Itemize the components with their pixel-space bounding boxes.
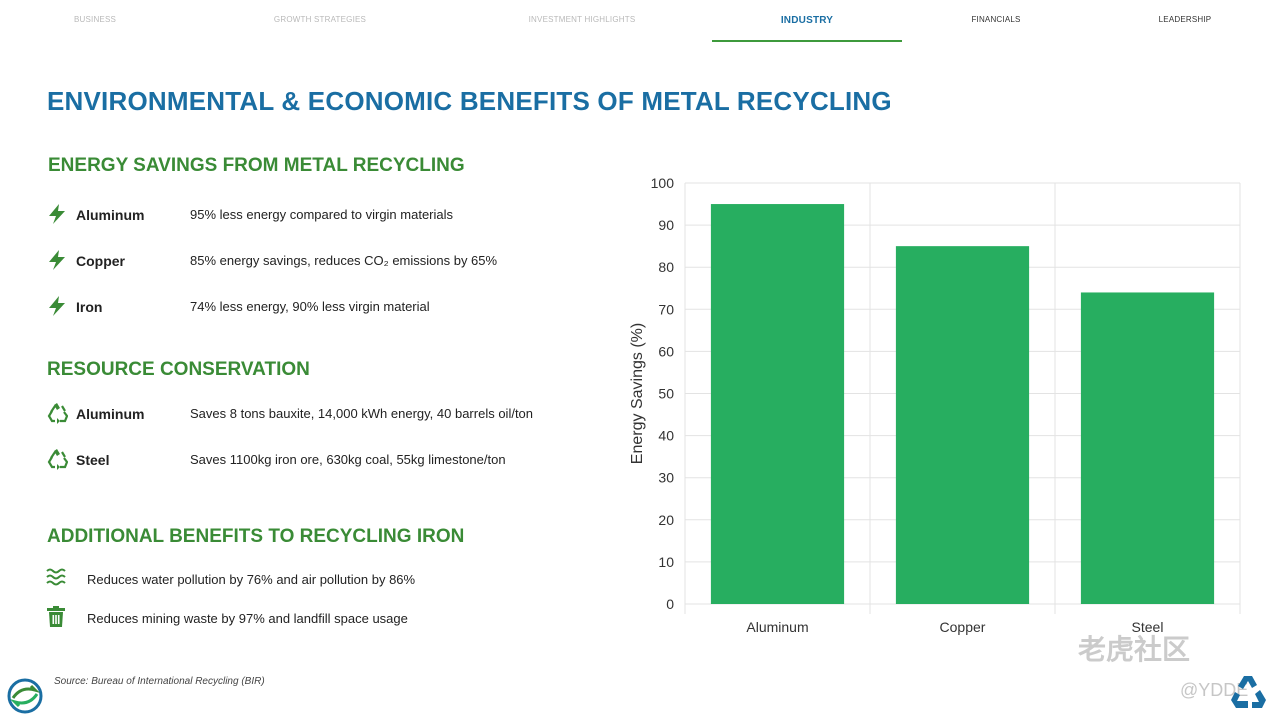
bar <box>895 246 1030 604</box>
y-axis-label: Energy Savings (%) <box>629 323 646 464</box>
energy-section-title: ENERGY SAVINGS FROM METAL RECYCLING <box>48 155 465 176</box>
bar <box>1080 292 1215 604</box>
y-tick-label: 60 <box>658 343 674 359</box>
resource-row: Aluminum Saves 8 tons bauxite, 14,000 kW… <box>46 402 606 426</box>
energy-metal-desc: 74% less energy, 90% less virgin materia… <box>190 299 430 314</box>
energy-row: Copper 85% energy savings, reduces CO₂ e… <box>46 249 606 273</box>
watermark-text: 老虎社区 <box>1078 634 1191 665</box>
active-tab-underline <box>712 40 902 42</box>
y-tick-label: 80 <box>658 259 674 275</box>
nav-investment-highlights[interactable]: INVESTMENT HIGHLIGHTS <box>528 15 636 24</box>
bar <box>710 204 845 605</box>
recycle-icon <box>47 449 68 470</box>
bolt-icon <box>49 250 65 270</box>
x-tick-label: Aluminum <box>746 619 808 635</box>
y-tick-label: 30 <box>658 470 674 486</box>
company-logo <box>7 678 43 714</box>
benefit-desc: Reduces water pollution by 76% and air p… <box>87 572 416 587</box>
energy-metal-name: Iron <box>76 299 103 315</box>
resource-metal-desc: Saves 1100kg iron ore, 630kg coal, 55kg … <box>190 452 506 467</box>
energy-metal-desc: 95% less energy compared to virgin mater… <box>190 207 454 222</box>
y-tick-label: 70 <box>658 301 674 317</box>
energy-savings-bar-chart: 0 10 20 30 40 50 60 70 80 90 100 Aluminum Copper Stee… <box>629 175 1241 635</box>
additional-section-title: ADDITIONAL BENEFITS TO RECYCLING IRON <box>47 526 465 547</box>
resource-section-title: RESOURCE CONSERVATION <box>47 359 310 380</box>
nav-leadership[interactable]: LEADERSHIP <box>1158 15 1212 24</box>
energy-row: Aluminum 95% less energy compared to vir… <box>46 203 606 227</box>
energy-row: Iron 74% less energy, 90% less virgin ma… <box>46 295 606 319</box>
nav-growth-strategies[interactable]: GROWTH STRATEGIES <box>273 15 367 24</box>
nav-industry[interactable]: INDUSTRY <box>780 15 834 26</box>
y-tick-label: 10 <box>658 554 674 570</box>
benefit-row: Reduces water pollution by 76% and air p… <box>46 567 606 591</box>
nav-business[interactable]: BUSINESS <box>73 15 117 24</box>
watermark-handle: @YDDE <box>1180 680 1249 700</box>
page-title: ENVIRONMENTAL & ECONOMIC BENEFITS OF MET… <box>47 86 892 116</box>
x-tick-label: Copper <box>940 619 986 635</box>
energy-metal-desc: 85% energy savings, reduces CO₂ emission… <box>190 253 498 268</box>
trash-icon <box>47 606 65 627</box>
benefit-row: Reduces mining waste by 97% and landfill… <box>46 606 606 630</box>
y-tick-label: 100 <box>651 175 675 191</box>
y-tick-label: 40 <box>658 428 674 444</box>
recycle-icon <box>1231 676 1266 708</box>
x-tick-label: Steel <box>1132 619 1164 635</box>
bolt-icon <box>49 204 65 224</box>
bolt-icon <box>49 296 65 316</box>
water-icon <box>46 568 66 586</box>
y-tick-label: 20 <box>658 512 674 528</box>
top-nav: BUSINESS GROWTH STRATEGIES INVESTMENT HI… <box>0 0 1280 44</box>
y-tick-label: 0 <box>666 596 674 612</box>
y-tick-label: 90 <box>658 217 674 233</box>
resource-metal-desc: Saves 8 tons bauxite, 14,000 kWh energy,… <box>190 406 534 421</box>
resource-row: Steel Saves 1100kg iron ore, 630kg coal,… <box>46 448 606 472</box>
recycle-icon <box>47 403 68 424</box>
source-note: Source: Bureau of International Recyclin… <box>54 676 265 687</box>
energy-metal-name: Aluminum <box>76 207 145 223</box>
nav-financials[interactable]: FINANCIALS <box>971 15 1021 24</box>
y-tick-label: 50 <box>658 386 674 402</box>
benefit-desc: Reduces mining waste by 97% and landfill… <box>87 611 408 626</box>
resource-metal-name: Aluminum <box>76 406 145 422</box>
resource-metal-name: Steel <box>76 452 110 468</box>
energy-metal-name: Copper <box>76 253 125 269</box>
